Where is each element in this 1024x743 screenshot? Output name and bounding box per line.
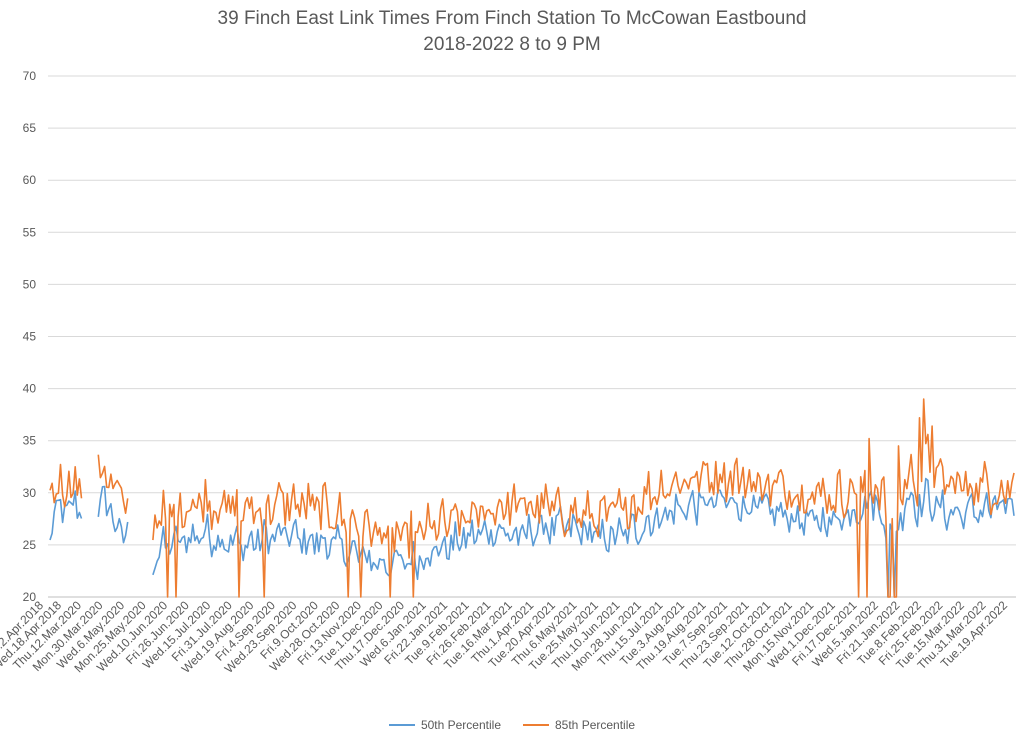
y-tick-label: 20 (23, 590, 37, 604)
legend-swatch-50th (388, 724, 415, 726)
y-tick-label: 70 (23, 69, 37, 83)
y-tick-label: 50 (23, 277, 37, 291)
series-85th-line (152, 398, 1015, 598)
y-tick-label: 65 (23, 121, 37, 135)
y-tick-label: 55 (23, 225, 37, 239)
legend-item-50th: 50th Percentile (388, 718, 501, 732)
legend: 50th Percentile 85th Percentile (0, 718, 1024, 732)
legend-label-85th: 85th Percentile (555, 718, 636, 732)
y-tick-label: 25 (23, 538, 37, 552)
series-lines (49, 398, 1015, 598)
y-tick-label: 45 (23, 330, 37, 344)
legend-label-50th: 50th Percentile (420, 718, 501, 732)
y-axis-ticks: 20 25 30 35 40 45 50 55 60 65 70 (23, 69, 37, 604)
y-tick-label: 40 (23, 382, 37, 396)
chart-title: 39 Finch East Link Times From Finch Stat… (217, 8, 807, 29)
legend-item-85th: 85th Percentile (523, 718, 635, 732)
series-85th-line (97, 454, 129, 515)
y-tick-label: 35 (23, 434, 37, 448)
legend-swatch-85th (523, 724, 549, 726)
gridlines (48, 75, 1016, 598)
chart-subtitle: 2018-2022 8 to 9 PM (423, 34, 601, 55)
series-50th-line (97, 485, 129, 544)
series-85th-line (49, 463, 83, 508)
y-tick-label: 60 (23, 173, 37, 187)
y-tick-label: 30 (23, 486, 37, 500)
x-axis-ticks: Mon.2.Apr.2018Wed.18.Apr.2018Thu.12.Mar.… (0, 598, 1010, 676)
